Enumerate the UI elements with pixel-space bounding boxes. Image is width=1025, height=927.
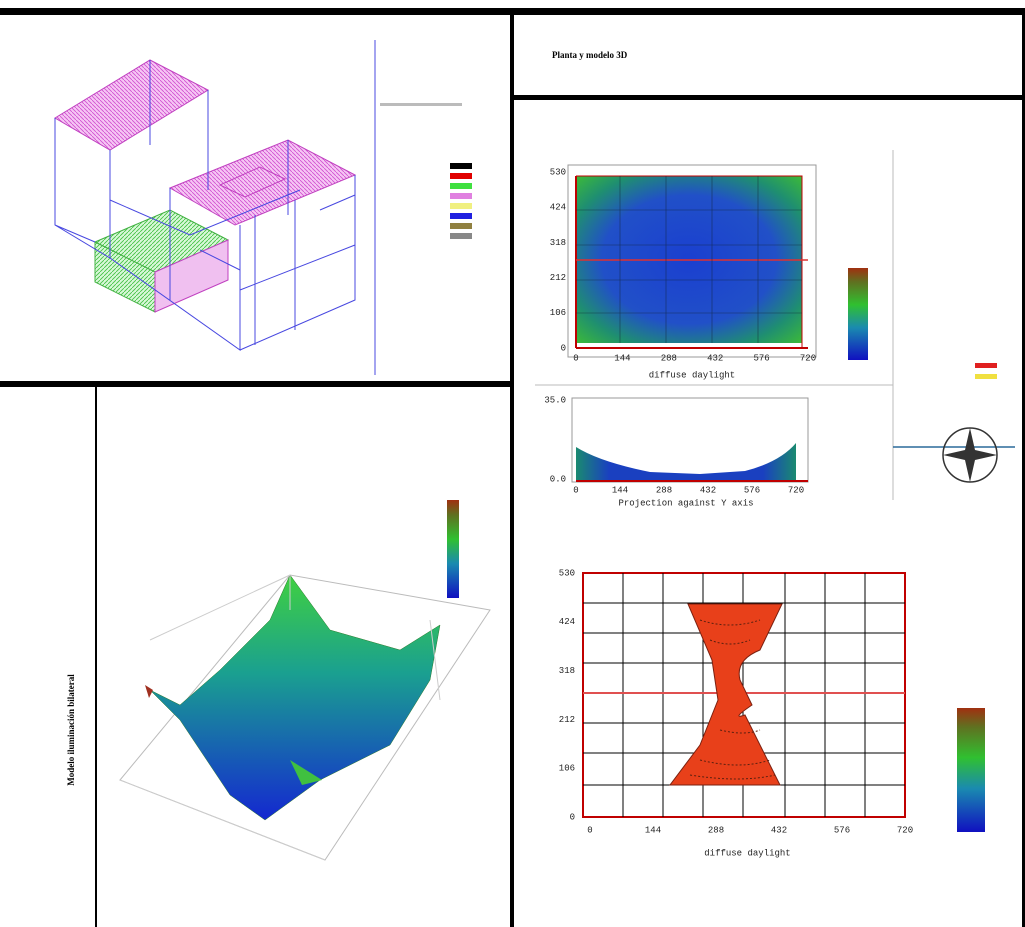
x-tick-label: 576 — [753, 353, 769, 363]
x-tick-label: 432 — [707, 353, 723, 363]
plan-heatmap-part — [575, 176, 808, 349]
y-tick-label: 0.0 — [550, 474, 566, 484]
frame-part — [0, 381, 512, 387]
y-tick-label: 0 — [561, 343, 566, 353]
y-tick-label: 106 — [559, 764, 575, 774]
y-tick-label: 0 — [570, 812, 575, 822]
x-tick-label: 432 — [700, 485, 716, 495]
legend-swatches-part — [450, 233, 472, 239]
legend-swatches-part — [450, 173, 472, 179]
x-tick-label: 288 — [708, 825, 724, 835]
plan-heatmap-part — [848, 268, 868, 360]
plan-heatmap-part — [567, 164, 817, 358]
side-panel — [535, 150, 1015, 500]
y-tick-label: 424 — [550, 203, 566, 213]
contour-chart-part — [669, 603, 783, 786]
contour-chart-part — [957, 708, 985, 832]
y-tick-label: 212 — [559, 715, 575, 725]
x-tick-label: 144 — [612, 485, 628, 495]
frame-part — [510, 15, 514, 927]
side-panel-part — [943, 428, 997, 482]
x-tick-label: 432 — [771, 825, 787, 835]
contour-chart-part — [689, 619, 776, 780]
frame-part — [0, 8, 1025, 15]
side-panel-part — [975, 363, 997, 368]
y-tick-label: 424 — [559, 617, 575, 627]
plan-heatmap — [567, 164, 868, 360]
x-tick-label: 576 — [744, 485, 760, 495]
y-tick-label: 530 — [550, 167, 566, 177]
x-tick-label: 288 — [661, 353, 677, 363]
contour-chart — [582, 572, 985, 832]
surface-3d-part — [447, 500, 459, 598]
legend-swatches-part — [450, 193, 472, 199]
y-tick-label: 106 — [550, 308, 566, 318]
x-tick-label: 720 — [897, 825, 913, 835]
surface-3d-part — [290, 760, 322, 785]
surface-3d-part — [119, 574, 441, 861]
building-wireframe-part — [218, 166, 287, 198]
x-tick-label: 288 — [656, 485, 672, 495]
projection-chart-part — [576, 443, 796, 481]
frame-part — [95, 387, 97, 927]
legend-swatches-part — [450, 163, 472, 169]
surface-3d — [119, 500, 491, 861]
x-tick-label: 0 — [587, 825, 592, 835]
x-tick-label: 144 — [614, 353, 630, 363]
frame-part — [514, 95, 1025, 100]
frame-part — [1022, 15, 1025, 927]
building-wireframe-part — [168, 139, 357, 226]
x-axis-label: Projection against Y axis — [618, 498, 753, 508]
y-tick-label: 530 — [559, 568, 575, 578]
panel-title: Planta y modelo 3D — [552, 50, 628, 60]
building-wireframe — [54, 40, 376, 375]
projection-chart — [571, 397, 809, 483]
y-tick-label: 212 — [550, 273, 566, 283]
legend-swatches-part — [450, 223, 472, 229]
surface-3d-part — [149, 574, 441, 821]
x-axis-label: diffuse daylight — [704, 848, 790, 858]
side-title: Modelo iluminación bilateral — [66, 674, 76, 786]
x-tick-label: 720 — [800, 353, 816, 363]
x-axis-label: diffuse daylight — [649, 370, 735, 380]
x-tick-label: 144 — [645, 825, 661, 835]
legend-swatches — [380, 103, 472, 239]
legend-swatches-part — [450, 183, 472, 189]
legend-swatches-part — [380, 103, 462, 106]
legend-swatches-part — [450, 203, 472, 209]
x-tick-label: 720 — [788, 485, 804, 495]
y-tick-label: 35.0 — [544, 395, 566, 405]
y-tick-label: 318 — [550, 238, 566, 248]
legend-swatches-part — [450, 213, 472, 219]
building-wireframe-part — [54, 60, 356, 351]
plan-heatmap-part — [576, 176, 802, 343]
frame — [0, 8, 1025, 927]
building-wireframe-part — [54, 59, 210, 151]
contour-chart-part — [582, 572, 906, 818]
x-tick-label: 0 — [573, 353, 578, 363]
y-tick-label: 318 — [559, 666, 575, 676]
x-tick-label: 576 — [834, 825, 850, 835]
surface-3d-part — [145, 685, 153, 698]
plan-heatmap-part — [576, 175, 803, 348]
building-wireframe-part — [154, 239, 229, 313]
x-tick-label: 0 — [573, 485, 578, 495]
side-panel-part — [975, 374, 997, 379]
